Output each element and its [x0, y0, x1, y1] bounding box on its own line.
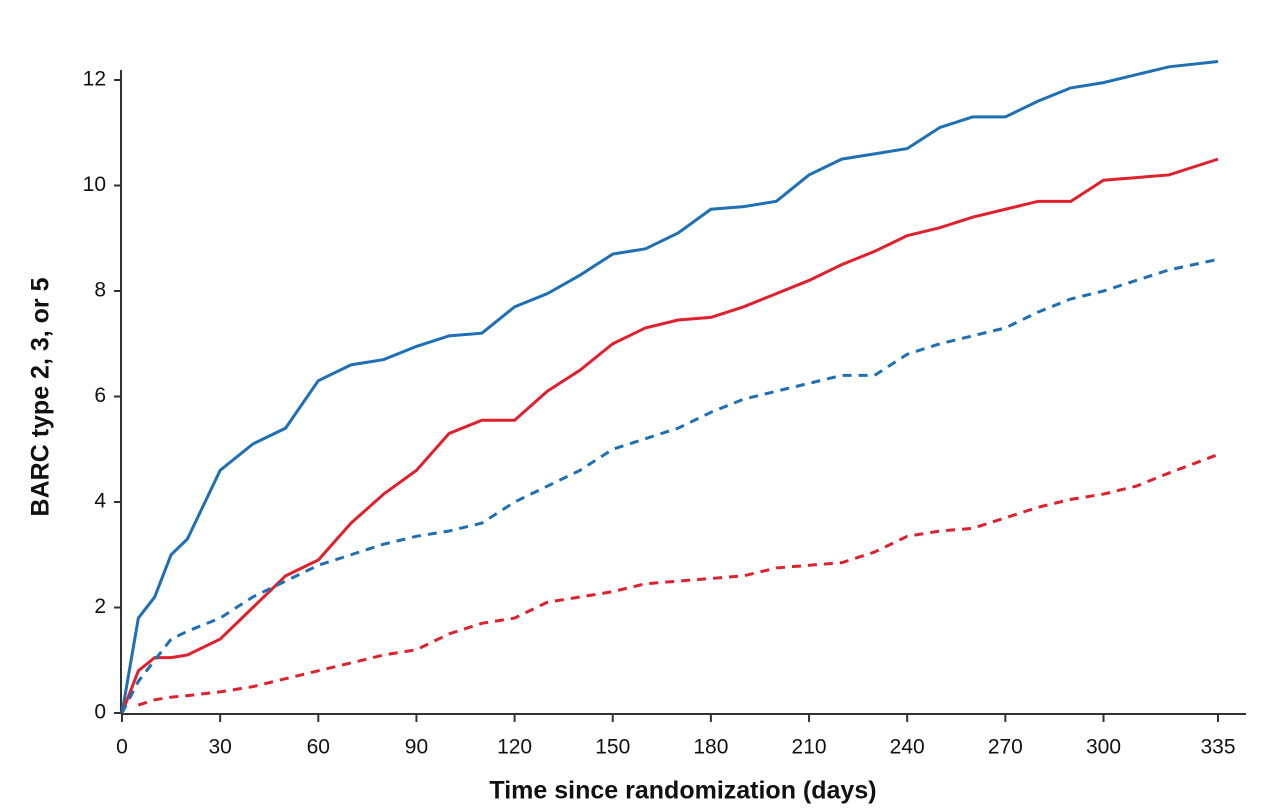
y-tick-label: 6	[94, 384, 106, 407]
x-tick-label: 210	[792, 736, 827, 759]
dashed-line	[120, 257, 1219, 714]
x-tick-label: 180	[693, 736, 728, 759]
y-axis-label: BARC type 2, 3, or 5	[27, 277, 55, 516]
y-tick-label: 12	[83, 68, 106, 91]
y-tick-label: 10	[83, 173, 106, 196]
x-tick-label: 270	[988, 736, 1023, 759]
dashed-line	[137, 453, 1219, 707]
y-tick-label: 8	[94, 279, 106, 302]
x-tick-label: 120	[497, 736, 532, 759]
x-axis-label: Time since randomization (days)	[489, 777, 876, 805]
x-tick-label: 90	[405, 736, 428, 759]
x-tick-label: 60	[307, 736, 330, 759]
solid-line	[120, 157, 1219, 714]
x-tick-label: 0	[116, 736, 128, 759]
y-tick-label: 2	[94, 595, 106, 618]
y-tick-label: 4	[94, 490, 106, 513]
y-tick-label: 0	[94, 701, 106, 724]
x-tick-label: 300	[1086, 736, 1121, 759]
x-tick-label: 30	[208, 736, 231, 759]
solid-line	[120, 60, 1219, 714]
x-tick-label: 150	[595, 736, 630, 759]
x-tick-label: 335	[1200, 736, 1235, 759]
x-tick-label: 240	[890, 736, 925, 759]
